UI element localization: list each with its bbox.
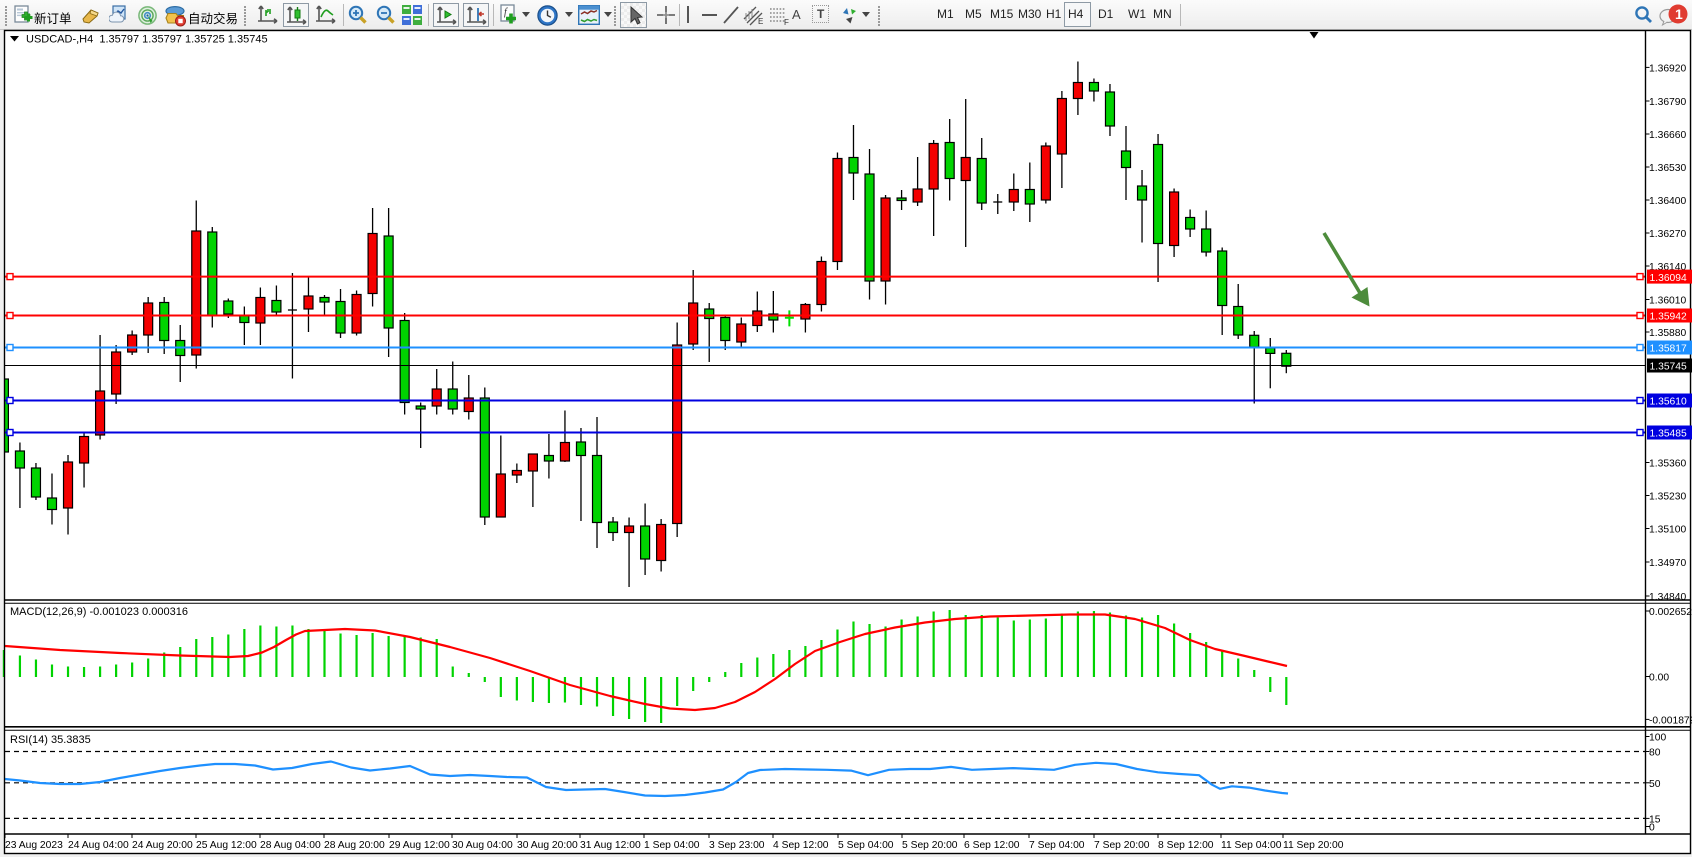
svg-text:0.00: 0.00 — [1649, 673, 1669, 684]
svg-text:1.35610: 1.35610 — [1650, 397, 1687, 408]
svg-text:5 Sep 20:00: 5 Sep 20:00 — [902, 840, 958, 851]
svg-text:E: E — [758, 17, 763, 26]
svg-text:0.002652: 0.002652 — [1649, 607, 1692, 618]
svg-text:7 Sep 04:00: 7 Sep 04:00 — [1029, 840, 1085, 851]
svg-text:1 Sep 04:00: 1 Sep 04:00 — [644, 840, 700, 851]
svg-text:1.34970: 1.34970 — [1649, 558, 1686, 569]
svg-text:0: 0 — [1649, 823, 1655, 834]
svg-text:MACD(12,26,9) -0.001023 0.0003: MACD(12,26,9) -0.001023 0.000316 — [10, 606, 188, 618]
svg-text:1.36530: 1.36530 — [1649, 163, 1686, 174]
svg-text:1.36094: 1.36094 — [1650, 273, 1687, 284]
svg-text:100: 100 — [1649, 733, 1666, 744]
svg-text:1.36140: 1.36140 — [1649, 262, 1686, 273]
svg-text:29 Aug 12:00: 29 Aug 12:00 — [389, 840, 450, 851]
svg-text:1.36270: 1.36270 — [1649, 229, 1686, 240]
svg-text:f: f — [504, 7, 508, 18]
svg-text:24 Aug 04:00: 24 Aug 04:00 — [68, 840, 129, 851]
svg-text:1.36660: 1.36660 — [1649, 130, 1686, 141]
svg-text:3 Sep 23:00: 3 Sep 23:00 — [709, 840, 765, 851]
svg-text:8 Sep 12:00: 8 Sep 12:00 — [1158, 840, 1214, 851]
svg-text:1.35880: 1.35880 — [1649, 328, 1686, 339]
svg-text:30 Aug 04:00: 30 Aug 04:00 — [452, 840, 513, 851]
svg-text:1.36400: 1.36400 — [1649, 196, 1686, 207]
svg-text:50: 50 — [1649, 779, 1661, 790]
svg-text:RSI(14) 35.3835: RSI(14) 35.3835 — [10, 734, 91, 746]
svg-text:28 Aug 20:00: 28 Aug 20:00 — [324, 840, 385, 851]
svg-text:1.36010: 1.36010 — [1649, 296, 1686, 307]
svg-text:6 Sep 12:00: 6 Sep 12:00 — [964, 840, 1020, 851]
svg-text:11 Sep 20:00: 11 Sep 20:00 — [1283, 840, 1344, 851]
svg-text:-0.001879: -0.001879 — [1649, 715, 1692, 726]
svg-text:28 Aug 04:00: 28 Aug 04:00 — [260, 840, 321, 851]
svg-text:1.36790: 1.36790 — [1649, 97, 1686, 108]
svg-text:7 Sep 20:00: 7 Sep 20:00 — [1094, 840, 1150, 851]
svg-text:30 Aug 20:00: 30 Aug 20:00 — [517, 840, 578, 851]
svg-text:USDCAD-,H4 1.35797 1.35797 1.: USDCAD-,H4 1.35797 1.35797 1.35725 1.357… — [26, 34, 268, 46]
svg-text:1.34840: 1.34840 — [1649, 592, 1686, 603]
svg-text:1.35360: 1.35360 — [1649, 459, 1686, 470]
svg-text:1.35745: 1.35745 — [1650, 362, 1687, 373]
svg-text:1.35100: 1.35100 — [1649, 525, 1686, 536]
svg-text:1.35485: 1.35485 — [1650, 429, 1687, 440]
svg-text:1.36920: 1.36920 — [1649, 63, 1686, 74]
svg-text:24 Aug 20:00: 24 Aug 20:00 — [132, 840, 193, 851]
svg-text:15: 15 — [1649, 814, 1661, 825]
svg-text:1.35817: 1.35817 — [1650, 344, 1687, 355]
svg-text:23 Aug 2023: 23 Aug 2023 — [5, 840, 63, 851]
svg-text:80: 80 — [1649, 748, 1661, 759]
svg-text:11 Sep 04:00: 11 Sep 04:00 — [1221, 840, 1282, 851]
svg-text:25 Aug 12:00: 25 Aug 12:00 — [196, 840, 257, 851]
svg-text:1.35942: 1.35942 — [1650, 312, 1687, 323]
svg-text:1: 1 — [1675, 6, 1683, 22]
svg-text:5 Sep 04:00: 5 Sep 04:00 — [838, 840, 894, 851]
svg-text:1.35230: 1.35230 — [1649, 492, 1686, 503]
svg-text:31 Aug 12:00: 31 Aug 12:00 — [580, 840, 641, 851]
svg-text:F: F — [784, 18, 789, 26]
svg-text:4 Sep 12:00: 4 Sep 12:00 — [773, 840, 829, 851]
